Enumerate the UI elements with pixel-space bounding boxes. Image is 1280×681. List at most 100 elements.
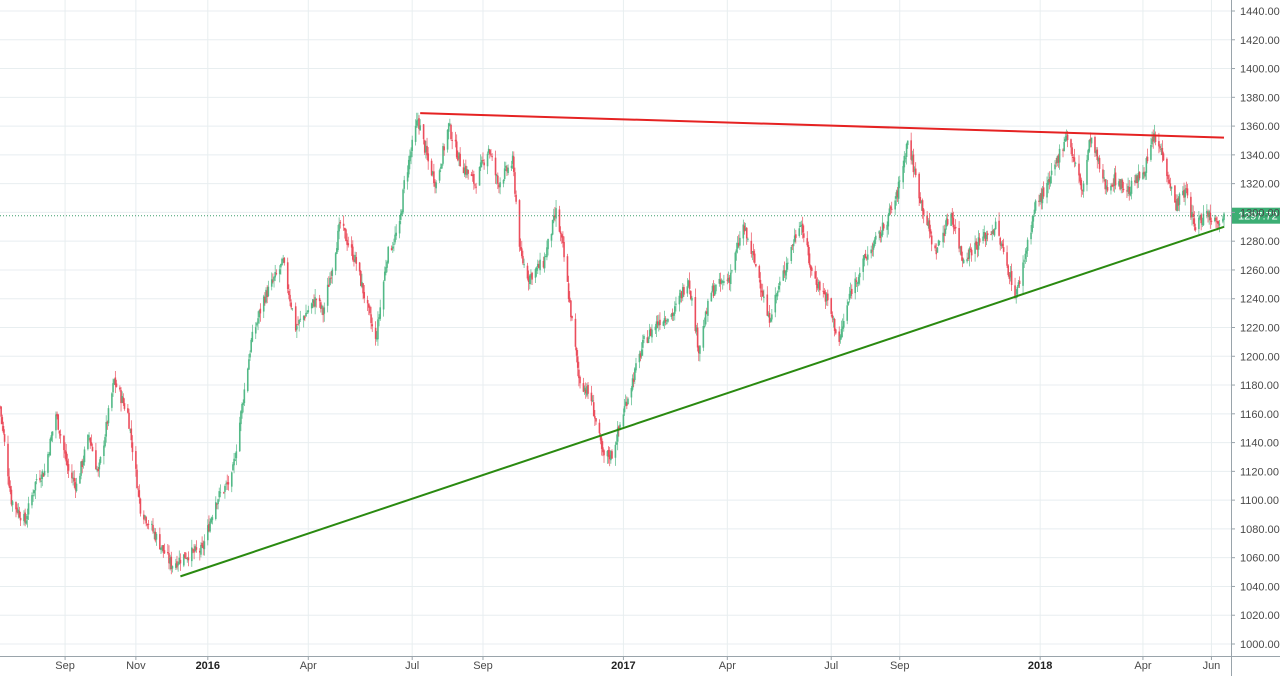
candle-body [547,238,549,250]
resistance-trendline[interactable] [420,112,1225,139]
candle-body [171,566,174,569]
candle-body [10,489,13,505]
candle-body [1024,253,1027,260]
candle-body [1218,223,1221,226]
candle-body [874,235,877,240]
candle-body [294,306,297,331]
price-tick-label: 1040.00 [1240,581,1280,593]
candle-body [760,290,763,293]
candle-body [993,229,996,236]
candle-body [410,151,412,158]
candle-body [194,546,197,551]
candle-body [114,377,117,386]
candle-body [11,501,14,506]
candle-body [826,293,829,301]
candle-body [1,417,4,425]
candle-body [655,321,658,329]
price-tick-label: 1060.00 [1240,553,1280,565]
candle-body [353,259,355,262]
candle-body [954,226,957,229]
candle-body [571,316,573,319]
candle-body [697,346,700,354]
candle-body [415,120,418,126]
candle-body [466,169,468,176]
candle-body [497,175,499,184]
candle-body [560,234,563,238]
candle-body [435,182,437,189]
candle-body [414,125,417,142]
support-trendline[interactable] [180,225,1225,578]
candle-body [346,239,348,245]
candle-body [234,459,237,461]
candle-body [423,140,426,153]
candle-body [551,220,554,235]
candle-body [1078,163,1080,176]
candle-body [350,244,353,248]
candle-body [222,492,225,494]
candle-body [241,404,243,414]
candle-body [209,521,211,532]
candle-body [1210,220,1213,222]
price-axis[interactable]: 1000.00 1020.00 1040.00 1060.00 1080.00 1100.… [1231,0,1280,676]
candle-body [33,490,36,494]
candle-body [1130,180,1133,194]
candle-body [1198,217,1200,230]
candle-body [321,305,323,309]
time-axis[interactable]: Sep Nov 2016 Apr Jul Sep 2017 Apr Jul Sep 2018 Apr J… [0,656,1280,672]
candle-body [218,491,221,498]
candle-body [179,559,182,564]
candle-body [503,168,506,180]
candle-body [1151,138,1153,145]
candle-body [622,414,625,427]
candle-body [928,220,931,232]
candle-body [1000,243,1003,246]
candle-body [304,316,306,319]
candle-body [603,450,605,456]
candle-body [842,321,845,328]
price-tick-label: 1000.00 [1240,639,1280,651]
price-tick-label: 1120.00 [1240,466,1279,478]
candle-body [890,208,893,210]
price-tick-label: 1260.00 [1240,265,1280,277]
candle-body [320,302,322,309]
candle-body [98,462,101,470]
candle-body [922,209,925,215]
candle-body [779,281,781,286]
candle-body [175,563,177,568]
candle-body [200,544,202,555]
candle-body [750,240,753,254]
candle-body [982,236,984,241]
candle-body [352,246,354,260]
candle-body [1102,169,1104,179]
candle-body [7,443,9,477]
candle-body [783,270,786,274]
candle-body [425,146,427,153]
candle-body [823,291,826,295]
candle-body [322,307,324,316]
candle-body [106,421,109,424]
candle-body [326,284,329,306]
candle-body [111,393,113,408]
candle-body [834,329,837,334]
candle-body [83,449,86,463]
candle-body [505,165,507,168]
candle-body [1016,286,1019,295]
candle-body [751,251,754,253]
candle-body [1039,194,1041,203]
candle-body [1145,158,1148,173]
candle-body [774,294,777,313]
candle-body [1166,158,1168,177]
candle-body [905,143,908,158]
candle-body [427,153,429,162]
candle-body [3,434,6,442]
candle-body [270,279,273,287]
candle-body [600,438,603,449]
candle-body [32,495,34,497]
candle-body [624,401,627,406]
candle-body [614,444,617,458]
candle-body [207,525,209,541]
candle-body [1118,181,1120,186]
candle-body [643,335,645,340]
